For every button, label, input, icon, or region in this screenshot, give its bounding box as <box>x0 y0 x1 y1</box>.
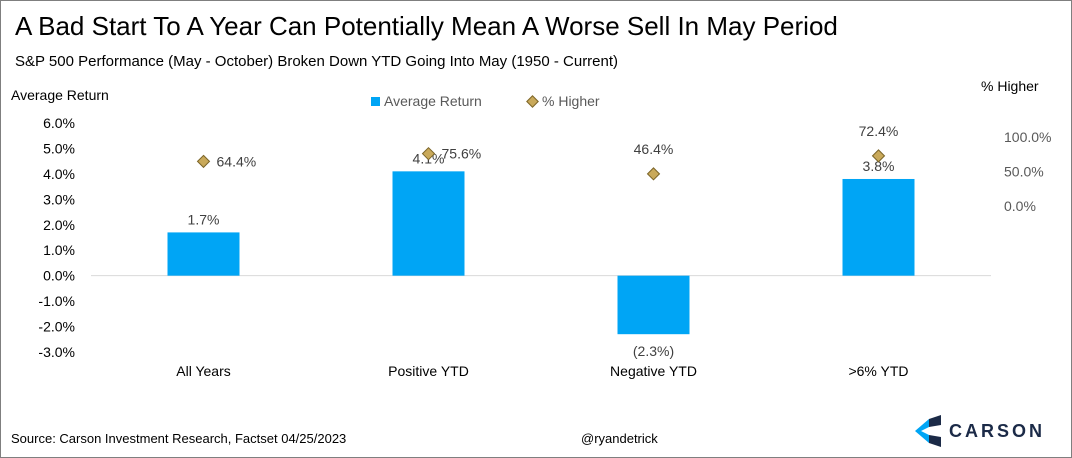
legend-bar-swatch <box>371 96 380 106</box>
y-axis-title-left: Average Return <box>11 87 109 103</box>
diamond-data-label: 64.4% <box>217 153 257 169</box>
bar <box>167 232 240 276</box>
diamond-marker <box>871 149 886 163</box>
legend-label-pct-higher: % Higher <box>542 93 600 109</box>
diamond-data-label: 75.6% <box>442 146 482 162</box>
carson-logo: CARSON <box>915 415 1045 447</box>
y-right-tick-label: 0.0% <box>1004 198 1036 214</box>
source-note: Source: Carson Investment Research, Fact… <box>11 431 347 446</box>
carson-logo-mark-icon <box>915 415 941 447</box>
bar-data-label: 1.7% <box>188 211 220 227</box>
legend-item-pct-higher: % Higher <box>526 93 600 109</box>
bar-data-label: 3.8% <box>863 158 895 174</box>
y-tick-label: 2.0% <box>43 217 75 233</box>
bar-data-label: (2.3%) <box>633 343 674 359</box>
diamond-marker <box>196 154 211 169</box>
y-tick-label: 5.0% <box>43 140 75 156</box>
y-tick-label: 6.0% <box>43 115 75 131</box>
carson-logo-text: CARSON <box>949 420 1046 441</box>
x-tick-label: >6% YTD <box>848 363 908 379</box>
bar <box>617 275 690 335</box>
diamond-data-label: 46.4% <box>634 141 674 157</box>
y-right-tick-label: 100.0% <box>1004 129 1051 145</box>
chart-subtitle: S&P 500 Performance (May - October) Brok… <box>15 53 619 70</box>
y-tick-label: 3.0% <box>43 191 75 207</box>
diamond-marker <box>646 167 661 181</box>
y-tick-label: -2.0% <box>38 319 75 335</box>
legend-label-average-return: Average Return <box>384 93 482 109</box>
y-tick-label: 0.0% <box>43 268 75 284</box>
y-axis-title-right: % Higher <box>981 78 1039 94</box>
author-handle: @ryandetrick <box>581 431 658 446</box>
y-tick-label: -1.0% <box>38 293 75 309</box>
x-tick-label: All Years <box>176 363 230 379</box>
bar <box>392 171 465 276</box>
diamond-marker <box>421 146 436 161</box>
bar <box>842 178 915 276</box>
y-tick-label: 1.0% <box>43 242 75 258</box>
y-right-tick-label: 50.0% <box>1004 163 1044 179</box>
y-tick-label: -3.0% <box>38 344 75 360</box>
y-tick-label: 4.0% <box>43 166 75 182</box>
x-tick-label: Negative YTD <box>610 363 697 379</box>
legend-item-average-return: Average Return <box>371 93 482 109</box>
diamond-data-label: 72.4% <box>859 123 899 139</box>
x-tick-label: Positive YTD <box>388 363 469 379</box>
chart-title: A Bad Start To A Year Can Potentially Me… <box>15 11 838 41</box>
